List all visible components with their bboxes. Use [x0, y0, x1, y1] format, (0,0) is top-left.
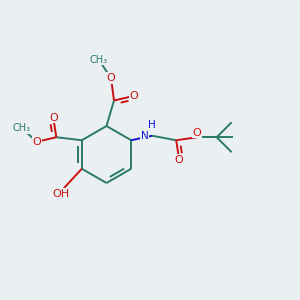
Text: CH₃: CH₃ [13, 123, 31, 133]
Text: O: O [32, 137, 41, 147]
Text: O: O [129, 91, 138, 101]
Text: CH₃: CH₃ [90, 55, 108, 65]
Text: OH: OH [52, 189, 69, 199]
Text: O: O [193, 128, 202, 138]
Text: O: O [106, 73, 116, 83]
Text: H: H [148, 120, 156, 130]
Text: N: N [141, 131, 148, 141]
Text: O: O [49, 113, 58, 123]
Text: O: O [175, 155, 184, 165]
